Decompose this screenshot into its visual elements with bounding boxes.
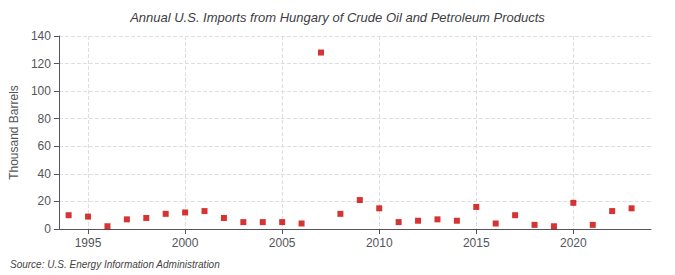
svg-text:2015: 2015 bbox=[463, 236, 490, 250]
svg-text:Annual U.S. Imports from Hunga: Annual U.S. Imports from Hungary of Crud… bbox=[129, 10, 545, 25]
svg-text:120: 120 bbox=[31, 57, 51, 71]
svg-text:2010: 2010 bbox=[366, 236, 393, 250]
svg-text:Source: U.S. Energy Informatio: Source: U.S. Energy Information Administ… bbox=[10, 259, 220, 270]
svg-text:40: 40 bbox=[38, 167, 52, 181]
svg-text:140: 140 bbox=[31, 29, 51, 43]
svg-text:20: 20 bbox=[38, 194, 52, 208]
svg-text:60: 60 bbox=[38, 139, 52, 153]
svg-text:2005: 2005 bbox=[269, 236, 296, 250]
svg-text:2020: 2020 bbox=[560, 236, 587, 250]
svg-text:Thousand Barrels: Thousand Barrels bbox=[7, 85, 21, 180]
svg-text:100: 100 bbox=[31, 84, 51, 98]
svg-text:1995: 1995 bbox=[75, 236, 102, 250]
svg-text:0: 0 bbox=[44, 222, 51, 236]
svg-text:2000: 2000 bbox=[172, 236, 199, 250]
svg-text:80: 80 bbox=[38, 112, 52, 126]
